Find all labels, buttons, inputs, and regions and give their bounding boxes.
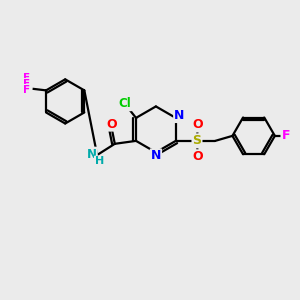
Text: N: N (151, 149, 161, 162)
Text: N: N (87, 148, 97, 160)
Text: F: F (23, 85, 30, 95)
Text: O: O (106, 118, 117, 130)
Text: S: S (193, 134, 202, 147)
Text: N: N (174, 109, 184, 122)
Text: F: F (23, 73, 30, 83)
Text: H: H (95, 157, 104, 166)
Text: Cl: Cl (118, 97, 131, 110)
Text: F: F (281, 129, 290, 142)
Text: O: O (192, 118, 203, 131)
Text: O: O (192, 150, 203, 163)
Text: F: F (23, 79, 30, 89)
